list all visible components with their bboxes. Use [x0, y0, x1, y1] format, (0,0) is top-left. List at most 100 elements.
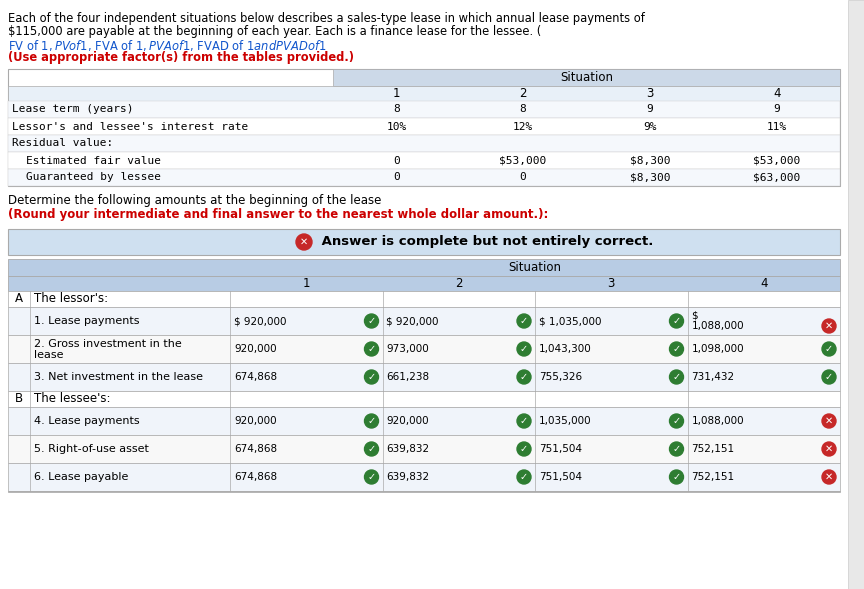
Text: $63,000: $63,000 [753, 173, 800, 183]
Text: 639,832: 639,832 [386, 444, 429, 454]
Text: 12%: 12% [513, 121, 533, 131]
Text: 661,238: 661,238 [386, 372, 429, 382]
Text: 752,151: 752,151 [691, 472, 734, 482]
Text: Residual value:: Residual value: [12, 138, 113, 148]
Text: 752,151: 752,151 [691, 444, 734, 454]
Text: ✓: ✓ [672, 444, 681, 454]
Text: $115,000 are payable at the beginning of each year. Each is a finance lease for : $115,000 are payable at the beginning of… [8, 25, 541, 38]
Text: 1,088,000: 1,088,000 [691, 416, 744, 426]
Text: 2: 2 [519, 87, 527, 100]
FancyBboxPatch shape [8, 307, 840, 335]
Text: Each of the four independent situations below describes a sales-type lease in wh: Each of the four independent situations … [8, 12, 645, 25]
Text: $53,000: $53,000 [753, 155, 800, 166]
Text: ✓: ✓ [520, 316, 528, 326]
Circle shape [822, 470, 836, 484]
Text: 674,868: 674,868 [234, 372, 277, 382]
Text: ✓: ✓ [367, 316, 376, 326]
Circle shape [670, 370, 683, 384]
Text: 4: 4 [773, 87, 780, 100]
FancyBboxPatch shape [8, 69, 840, 186]
FancyBboxPatch shape [8, 291, 840, 307]
Circle shape [670, 342, 683, 356]
Circle shape [670, 414, 683, 428]
Text: 8: 8 [520, 104, 526, 114]
Text: 1,043,300: 1,043,300 [539, 344, 592, 354]
Text: 639,832: 639,832 [386, 472, 429, 482]
Circle shape [822, 370, 836, 384]
FancyBboxPatch shape [848, 0, 864, 589]
Text: Answer is complete but not entirely correct.: Answer is complete but not entirely corr… [317, 236, 653, 249]
FancyBboxPatch shape [8, 86, 840, 101]
Text: 731,432: 731,432 [691, 372, 734, 382]
Text: 9%: 9% [643, 121, 657, 131]
Text: 8: 8 [393, 104, 400, 114]
Circle shape [517, 314, 531, 328]
Text: 674,868: 674,868 [234, 444, 277, 454]
Text: 973,000: 973,000 [386, 344, 429, 354]
Text: ✕: ✕ [300, 237, 308, 247]
Text: ✓: ✓ [672, 372, 681, 382]
FancyBboxPatch shape [8, 169, 840, 186]
Text: ✓: ✓ [520, 416, 528, 426]
Text: 920,000: 920,000 [234, 344, 276, 354]
Circle shape [517, 370, 531, 384]
Text: 5. Right-of-use asset: 5. Right-of-use asset [34, 444, 149, 454]
Text: 751,504: 751,504 [539, 472, 582, 482]
Text: ✓: ✓ [672, 472, 681, 482]
Text: 1,098,000: 1,098,000 [691, 344, 744, 354]
Text: 755,326: 755,326 [539, 372, 582, 382]
Text: $ 920,000: $ 920,000 [234, 316, 287, 326]
Circle shape [365, 342, 378, 356]
Text: 3. Net investment in the lease: 3. Net investment in the lease [34, 372, 203, 382]
Text: 920,000: 920,000 [234, 416, 276, 426]
Text: 0: 0 [393, 173, 400, 183]
Text: ✕: ✕ [825, 321, 833, 331]
Text: ✓: ✓ [367, 444, 376, 454]
Text: 10%: 10% [386, 121, 406, 131]
Text: 1,088,000: 1,088,000 [691, 321, 744, 331]
Text: 6. Lease payable: 6. Lease payable [34, 472, 129, 482]
Text: $8,300: $8,300 [630, 155, 670, 166]
Circle shape [365, 314, 378, 328]
FancyBboxPatch shape [333, 69, 840, 86]
Text: ✓: ✓ [520, 372, 528, 382]
Text: (Use appropriate factor(s) from the tables provided.): (Use appropriate factor(s) from the tabl… [8, 51, 354, 64]
Text: ✓: ✓ [672, 316, 681, 326]
Circle shape [296, 234, 312, 250]
Circle shape [365, 414, 378, 428]
Text: The lessor's:: The lessor's: [34, 293, 108, 306]
Text: 3: 3 [646, 87, 653, 100]
Text: ✓: ✓ [367, 344, 376, 354]
Text: ✕: ✕ [825, 472, 833, 482]
Text: 2: 2 [455, 277, 462, 290]
Text: 0: 0 [520, 173, 526, 183]
Text: ✓: ✓ [367, 472, 376, 482]
FancyBboxPatch shape [8, 407, 840, 435]
FancyBboxPatch shape [8, 152, 840, 169]
Text: Lessor's and lessee's interest rate: Lessor's and lessee's interest rate [12, 121, 248, 131]
Text: ✓: ✓ [672, 416, 681, 426]
Circle shape [822, 414, 836, 428]
FancyBboxPatch shape [8, 335, 840, 363]
Text: $ 920,000: $ 920,000 [386, 316, 439, 326]
Text: Lease term (years): Lease term (years) [12, 104, 134, 114]
Text: 1: 1 [302, 277, 310, 290]
Text: 9: 9 [773, 104, 780, 114]
Circle shape [822, 442, 836, 456]
Text: ✓: ✓ [520, 344, 528, 354]
FancyBboxPatch shape [8, 259, 840, 276]
Circle shape [517, 442, 531, 456]
Text: 4. Lease payments: 4. Lease payments [34, 416, 140, 426]
Circle shape [822, 319, 836, 333]
Text: $: $ [691, 311, 698, 321]
Text: ✓: ✓ [672, 344, 681, 354]
Text: ✕: ✕ [825, 444, 833, 454]
Text: Situation: Situation [560, 71, 613, 84]
Text: 1: 1 [392, 87, 400, 100]
Text: 920,000: 920,000 [386, 416, 429, 426]
Text: 1. Lease payments: 1. Lease payments [34, 316, 139, 326]
Text: 2. Gross investment in the: 2. Gross investment in the [34, 339, 181, 349]
Circle shape [670, 314, 683, 328]
Text: 11%: 11% [766, 121, 787, 131]
Circle shape [670, 442, 683, 456]
